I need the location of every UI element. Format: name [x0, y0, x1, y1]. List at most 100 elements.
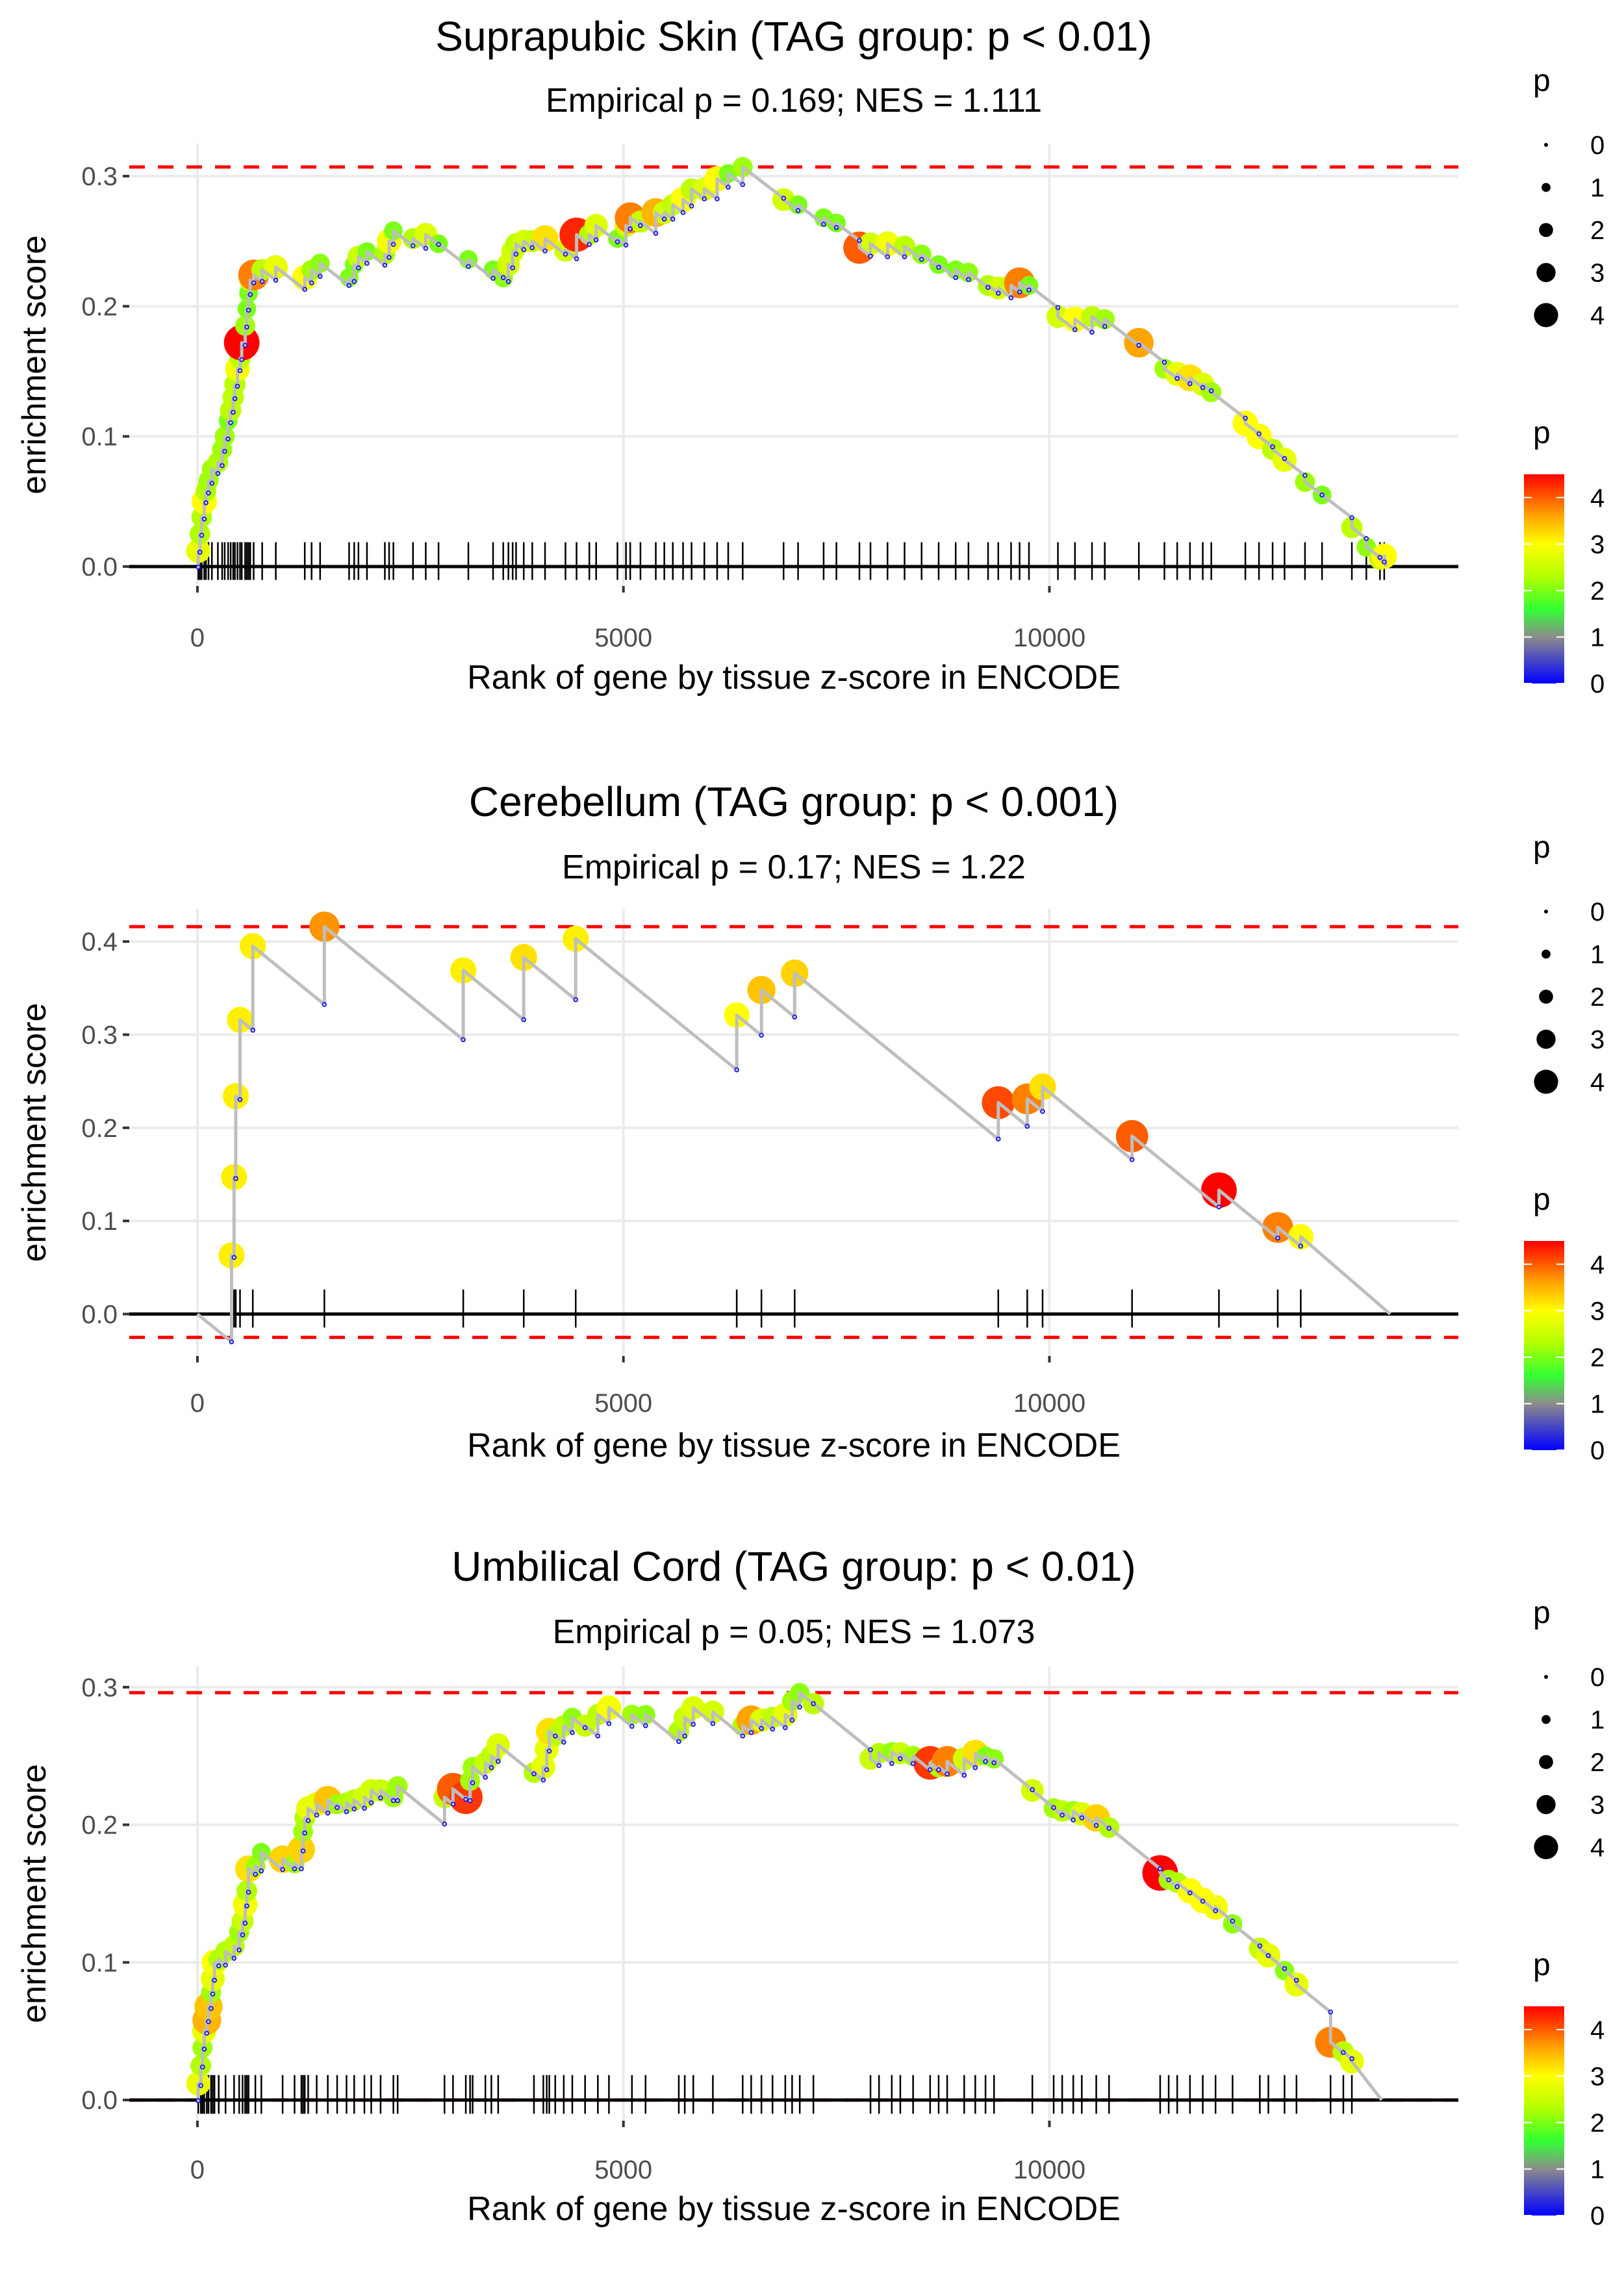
trough-point [423, 246, 429, 251]
size-legend-dot [1534, 1835, 1558, 1859]
color-bar-label: 4 [1590, 2016, 1605, 2045]
trough-point [857, 238, 862, 243]
trough-point [781, 196, 787, 201]
trough-point [582, 1725, 588, 1731]
trough-point [356, 265, 361, 271]
trough-point [309, 280, 314, 286]
trough-point [1102, 324, 1108, 329]
y-tick-label: 0.0 [81, 553, 118, 581]
trough-point [759, 1726, 764, 1731]
chart-title: Suprapubic Skin (TAG group: p < 0.01) [435, 13, 1152, 60]
y-tick-label: 0.3 [81, 1674, 118, 1702]
legend-1: p 0 1 2 3 4 p 0 1 2 3 4 [1524, 64, 1605, 698]
trough-point [280, 1867, 285, 1872]
trough-point [783, 1725, 788, 1731]
color-bar-label: 2 [1590, 1344, 1605, 1372]
size-legend-dot [1544, 1675, 1548, 1679]
trough-point [215, 470, 221, 476]
trough-point [302, 287, 307, 292]
y-tick-label: 0.1 [81, 423, 118, 452]
trough-point [351, 1806, 357, 1811]
trough-point [197, 550, 203, 555]
trough-point [531, 1771, 537, 1776]
color-bar-label: 4 [1590, 484, 1605, 513]
trough-point [1349, 515, 1354, 520]
hit-points [186, 157, 1397, 570]
trough-point [868, 253, 873, 259]
trough-point [1017, 289, 1022, 295]
trough-point [521, 247, 526, 252]
trough-point [710, 1721, 716, 1726]
trough-point [595, 1733, 601, 1739]
trough-point [868, 1747, 873, 1752]
trough-point [529, 245, 535, 250]
trough-point [715, 196, 720, 201]
y-tick-label: 0.0 [81, 2086, 118, 2115]
trough-point [1026, 287, 1032, 293]
trough-points [196, 182, 1387, 570]
trough-point [1030, 1787, 1035, 1793]
trough-point [244, 1903, 249, 1909]
size-legend-label: 0 [1590, 1663, 1605, 1692]
trough-point [540, 1778, 546, 1783]
trough-point [201, 2047, 207, 2052]
trough-point [470, 1780, 476, 1785]
trough-point [936, 1767, 941, 1772]
size-legend-dot [1536, 1795, 1556, 1815]
trough-point [661, 216, 667, 222]
trough-point [1187, 1890, 1193, 1896]
trough-point [919, 257, 924, 262]
y-tick-label: 0.2 [81, 1811, 118, 1840]
trough-point [638, 223, 643, 228]
trough-point [1230, 1919, 1236, 1924]
trough-point [325, 1810, 331, 1816]
x-tick-label: 0 [190, 624, 205, 652]
chart-title: Umbilical Cord (TAG group: p < 0.01) [451, 1543, 1136, 1590]
trough-point [232, 396, 238, 402]
trough-point [292, 1866, 298, 1872]
trough-point [945, 1771, 950, 1776]
trough-point [259, 1868, 264, 1874]
trough-point [889, 1761, 894, 1767]
trough-point [1216, 1204, 1222, 1210]
trough-point [231, 1956, 237, 1961]
rug [197, 542, 1386, 580]
trough-point [983, 1759, 988, 1764]
trough-point [623, 242, 629, 248]
trough-point [300, 1848, 306, 1854]
x-axis-label: Rank of gene by tissue z-score in ENCODE [467, 2190, 1121, 2228]
trough-point [759, 1032, 764, 1038]
trough-point [467, 1798, 473, 1804]
trough-point [314, 1813, 320, 1818]
y-tick-label: 0.1 [81, 1207, 118, 1236]
trough-point [628, 226, 633, 231]
trough-point [387, 255, 392, 261]
trough-point [1298, 1244, 1304, 1249]
size-legend-label: 1 [1590, 941, 1605, 969]
size-legend-title: p [1533, 64, 1551, 98]
size-legend-label: 2 [1590, 983, 1605, 1012]
trough-point [242, 1921, 248, 1926]
trough-point [198, 2083, 203, 2088]
chart-subtitle: Empirical p = 0.17; NES = 1.22 [562, 849, 1026, 886]
trough-point [1275, 1235, 1280, 1241]
color-bar [1524, 474, 1564, 683]
trough-point [236, 1947, 242, 1953]
trough-point [209, 2006, 214, 2012]
trough-point [259, 279, 265, 285]
color-bar-label: 0 [1590, 670, 1605, 698]
trough-point [1093, 1822, 1099, 1828]
panel-2: Cerebellum (TAG group: p < 0.001) Empiric… [16, 778, 1605, 1465]
trough-point [1008, 295, 1014, 301]
trough-point [251, 280, 257, 286]
color-bar-label: 1 [1590, 2155, 1605, 2184]
color-bar-label: 3 [1590, 2062, 1605, 2091]
x-tick-label: 10000 [1013, 2156, 1085, 2184]
trough-point [228, 420, 233, 426]
trough-point [364, 261, 370, 266]
trough-point [734, 1067, 739, 1073]
size-legend-label: 4 [1590, 1068, 1605, 1097]
color-bar-label: 4 [1590, 1251, 1605, 1279]
trough-point [1166, 1877, 1171, 1883]
trough-point [362, 1806, 367, 1811]
